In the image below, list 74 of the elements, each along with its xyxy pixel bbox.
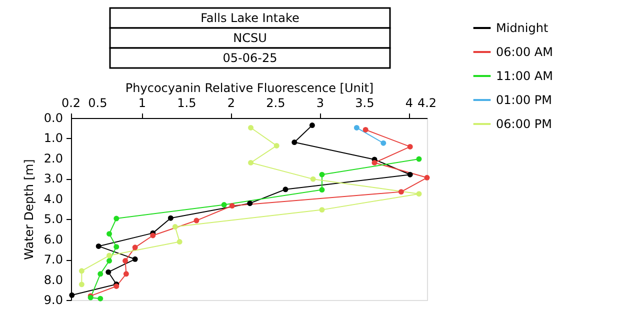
- text: 05-06-25: [222, 51, 278, 65]
- point: [172, 224, 178, 230]
- y-tick-label: 5.0: [44, 212, 63, 226]
- x-tick-label: 2: [227, 96, 236, 110]
- point: [69, 292, 75, 298]
- x-tick-label: 3.5: [355, 96, 374, 110]
- point: [229, 203, 235, 208]
- point: [380, 140, 386, 146]
- point: [106, 269, 112, 275]
- y-tick-label: 6.0: [44, 232, 63, 246]
- point: [114, 216, 120, 222]
- x-tick-label: 1.5: [177, 96, 196, 110]
- point: [398, 189, 404, 195]
- point: [106, 258, 112, 264]
- point: [78, 282, 84, 288]
- point: [416, 191, 422, 197]
- point: [319, 172, 325, 178]
- point: [106, 252, 112, 258]
- point: [309, 122, 315, 128]
- x-tick-label: 1: [138, 96, 146, 110]
- chart-title: Falls Lake Intake: [200, 11, 300, 25]
- point: [282, 186, 288, 192]
- point: [372, 160, 378, 166]
- point: [150, 232, 156, 238]
- x-tick-label: 2.5: [266, 96, 286, 110]
- legend-label: 01:00 PM: [496, 93, 552, 107]
- point: [98, 271, 104, 277]
- point: [407, 172, 413, 178]
- y-axis-title: Water Depth [m]: [22, 159, 36, 260]
- point: [354, 124, 360, 130]
- point: [247, 200, 253, 206]
- point: [194, 218, 200, 224]
- point: [132, 244, 138, 250]
- y-tick-label: 8.0: [44, 272, 63, 287]
- point: [98, 296, 104, 302]
- x-tick-label: 0.5: [88, 96, 108, 110]
- point: [248, 124, 254, 130]
- y-tick-label: 1.0: [44, 131, 63, 146]
- point: [96, 243, 102, 249]
- point: [407, 144, 413, 150]
- y-tick-label: 9.0: [44, 293, 63, 307]
- point: [319, 187, 325, 193]
- point: [319, 207, 325, 213]
- point: [310, 176, 316, 182]
- x-tick-label: 4: [405, 96, 414, 110]
- point: [176, 239, 182, 244]
- y-tick-label: 4.0: [44, 192, 63, 206]
- point: [221, 202, 227, 208]
- x-axis-title: Phycocyanin Relative Fluorescence [Unit]: [125, 81, 374, 95]
- point: [132, 256, 138, 262]
- y-tick-label: 3.0: [44, 172, 63, 186]
- y-tick-label: 7.0: [44, 252, 63, 267]
- point: [248, 160, 254, 166]
- legend-label: 11:00 AM: [496, 69, 553, 83]
- point: [168, 215, 174, 221]
- point: [292, 140, 298, 145]
- legend-label: 06:00 PM: [496, 117, 552, 131]
- chart-subtitle: NCSU: [233, 31, 267, 45]
- point: [122, 258, 128, 264]
- point: [106, 231, 112, 237]
- point: [416, 156, 422, 162]
- point: [274, 142, 280, 148]
- point: [123, 271, 129, 277]
- y-tick-label: 2.0: [44, 151, 63, 166]
- x-tick-label: 4.2: [417, 96, 437, 110]
- x-tick-label: 0.2: [61, 96, 81, 110]
- point: [362, 126, 368, 132]
- point: [114, 244, 120, 250]
- legend-label: 06:00 AM: [496, 45, 553, 59]
- y-tick-label: 0.0: [44, 111, 63, 125]
- legend-label: Midnight: [496, 21, 548, 35]
- point: [424, 174, 430, 180]
- point: [78, 268, 84, 274]
- x-tick-label: 3: [316, 96, 324, 110]
